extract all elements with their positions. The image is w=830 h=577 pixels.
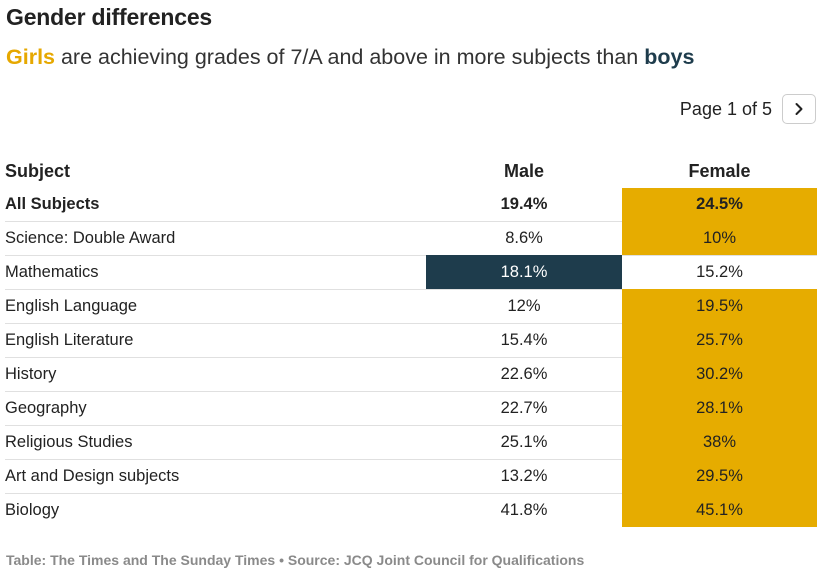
table-body: All Subjects 19.4% 24.5% Science: Double Aw… [5,188,817,527]
header-subject: Subject [5,161,71,181]
cell-male: 15.4% [426,323,622,358]
cell-male: 12% [426,289,622,324]
cell-subject: Geography [5,391,426,426]
table-row: Mathematics 18.1% 15.2% [5,255,817,290]
cell-female: 10% [622,221,817,256]
cell-female: 19.5% [622,289,817,324]
cell-male: 19.4% [500,195,548,213]
cell-subject: Art and Design subjects [5,459,426,494]
cell-female: 45.1% [622,493,817,527]
cell-female: 24.5% [622,188,817,222]
subtitle-middle: are achieving grades of 7/A and above in… [55,45,645,69]
cell-male: 13.2% [426,459,622,494]
cell-female: 15.2% [622,255,817,290]
cell-female: 30.2% [622,357,817,392]
pagination: Page 1 of 5 [680,93,816,125]
subtitle-boys: boys [644,45,695,69]
table-row: English Language 12% 19.5% [5,289,817,324]
table-row: History 22.6% 30.2% [5,357,817,392]
cell-male: 18.1% [426,255,622,290]
table-row: Science: Double Award 8.6% 10% [5,221,817,256]
subtitle-girls: Girls [6,45,55,69]
page-indicator: Page 1 of 5 [679,98,772,119]
table-row: Art and Design subjects 13.2% 29.5% [5,459,817,494]
table-row: English Literature 15.4% 25.7% [5,323,817,358]
cell-subject: Biology [5,493,426,527]
cell-male: 41.8% [426,493,622,527]
cell-female: 25.7% [622,323,817,358]
table-row: Biology 41.8% 45.1% [5,493,817,527]
cell-subject: Mathematics [5,255,426,290]
next-page-button[interactable] [782,94,816,124]
table-row: Religious Studies 25.1% 38% [5,425,817,460]
cell-subject: All Subjects [5,195,100,213]
cell-subject: Science: Double Award [5,221,426,256]
cell-subject: English Literature [5,323,426,358]
cell-male: 8.6% [426,221,622,256]
header-female: Female [688,161,751,181]
cell-male: 25.1% [426,425,622,460]
chart-subtitle: Girls are achieving grades of 7/A and ab… [6,45,694,70]
cell-subject: History [5,357,426,392]
cell-female: 28.1% [622,391,817,426]
cell-subject: Religious Studies [5,425,426,460]
table-row: All Subjects 19.4% 24.5% [5,188,817,222]
cell-female: 38% [622,425,817,460]
cell-male: 22.6% [426,357,622,392]
header-male: Male [503,161,545,181]
source-footer: Table: The Times and The Sunday Times • … [6,552,585,568]
cell-male: 22.7% [426,391,622,426]
data-table: Subject Male Female All Subjects 19.4% 24.… [5,155,817,527]
table-header-row: Subject Male Female [5,155,817,188]
chevron-right-icon [795,103,803,115]
cell-subject: English Language [5,289,426,324]
chart-title: Gender differences [6,4,213,30]
cell-female: 29.5% [622,459,817,494]
table-row: Geography 22.7% 28.1% [5,391,817,426]
